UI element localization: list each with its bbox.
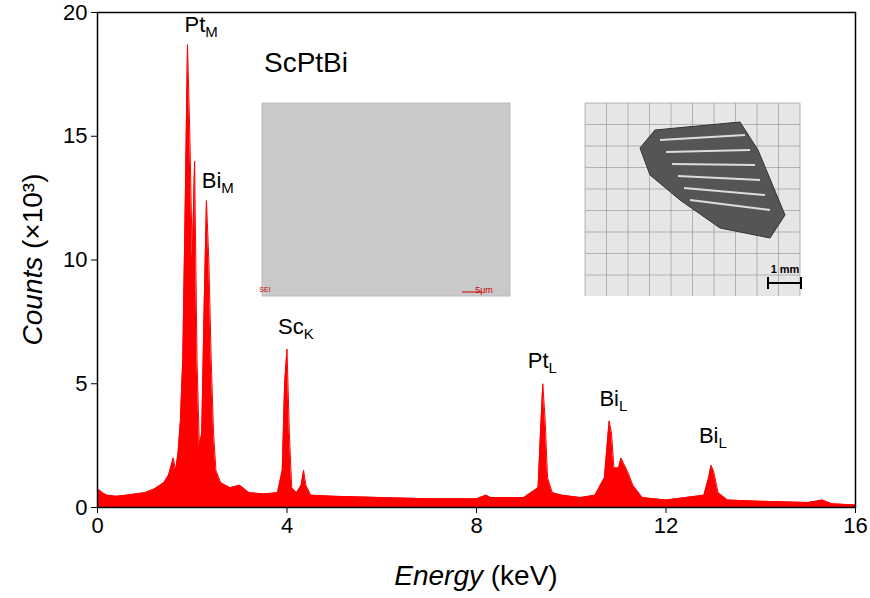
svg-text:ScK: ScK — [278, 314, 314, 342]
svg-text:Energy (keV): Energy (keV) — [394, 560, 557, 591]
svg-text:10: 10 — [63, 247, 87, 272]
svg-text:20: 20 — [63, 0, 87, 25]
svg-text:PtM: PtM — [185, 12, 218, 40]
svg-text:Counts (×10³): Counts (×10³) — [17, 174, 48, 346]
svg-text:BiL: BiL — [599, 386, 627, 414]
svg-text:0: 0 — [75, 495, 87, 520]
svg-text:ScPtBi: ScPtBi — [264, 47, 348, 78]
svg-text:8: 8 — [470, 513, 482, 538]
svg-text:5: 5 — [75, 371, 87, 396]
svg-text:SEI: SEI — [259, 286, 270, 293]
svg-text:16: 16 — [843, 513, 867, 538]
svg-text:12: 12 — [654, 513, 678, 538]
svg-text:0: 0 — [91, 513, 103, 538]
svg-text:4: 4 — [281, 513, 293, 538]
svg-text:15: 15 — [63, 123, 87, 148]
svg-text:BiM: BiM — [202, 168, 234, 196]
svg-text:BiL: BiL — [699, 423, 727, 451]
svg-text:5μm: 5μm — [475, 285, 493, 295]
svg-text:PtL: PtL — [528, 348, 557, 376]
svg-text:1 mm: 1 mm — [771, 263, 800, 275]
